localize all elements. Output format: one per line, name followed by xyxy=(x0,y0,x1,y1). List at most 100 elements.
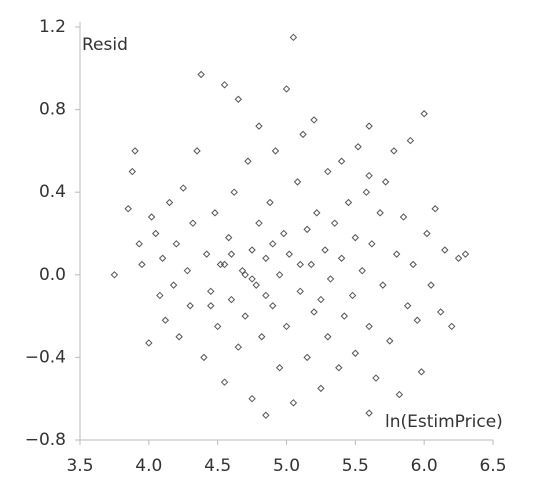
y-tick-label: −0.8 xyxy=(25,430,66,450)
point xyxy=(335,364,343,372)
point xyxy=(213,322,222,331)
point xyxy=(441,246,449,254)
point xyxy=(234,343,243,351)
point xyxy=(110,271,119,279)
point xyxy=(248,394,256,403)
x-tick-label: 5.0 xyxy=(273,456,300,476)
point xyxy=(365,322,373,331)
point xyxy=(211,209,219,217)
point xyxy=(293,178,302,186)
point xyxy=(337,254,346,262)
point xyxy=(386,337,394,345)
point xyxy=(224,233,233,242)
point xyxy=(420,110,428,118)
point xyxy=(381,178,390,186)
point xyxy=(324,333,332,341)
x-tick-label: 4.0 xyxy=(135,456,162,476)
point xyxy=(454,254,463,262)
point xyxy=(376,209,384,217)
point xyxy=(399,213,408,221)
point xyxy=(406,136,415,145)
point xyxy=(255,219,263,227)
point xyxy=(193,147,201,155)
point xyxy=(403,302,412,310)
y-tick-label: 1.2 xyxy=(39,17,66,37)
x-tick-label: 6.0 xyxy=(411,456,438,476)
point xyxy=(227,250,236,258)
point xyxy=(172,240,181,248)
point xyxy=(285,250,293,258)
point xyxy=(390,147,398,155)
point xyxy=(186,302,194,310)
point xyxy=(262,411,270,419)
point xyxy=(241,271,249,279)
point xyxy=(238,266,247,275)
point xyxy=(348,291,357,300)
point xyxy=(269,302,277,310)
y-tick-label: 0.0 xyxy=(39,265,66,285)
point xyxy=(395,390,404,399)
point xyxy=(244,157,252,165)
point xyxy=(289,33,298,42)
y-tick-label: 0.8 xyxy=(39,100,66,120)
point xyxy=(280,229,288,238)
point xyxy=(271,147,280,155)
point xyxy=(169,281,178,289)
x-tick-label: 4.5 xyxy=(204,456,231,476)
point xyxy=(255,122,263,130)
point xyxy=(337,157,346,165)
point xyxy=(365,171,373,180)
point xyxy=(372,374,380,382)
point xyxy=(175,333,183,341)
point xyxy=(248,246,256,254)
point xyxy=(447,322,456,331)
point xyxy=(303,353,311,362)
point xyxy=(307,260,315,269)
point xyxy=(207,302,215,310)
point xyxy=(220,81,229,89)
point xyxy=(340,312,349,320)
point xyxy=(358,266,366,275)
point xyxy=(241,312,249,320)
point xyxy=(275,364,284,372)
point xyxy=(179,184,187,192)
point xyxy=(326,275,335,283)
point xyxy=(156,291,164,300)
point xyxy=(128,167,137,176)
point xyxy=(147,213,156,221)
point xyxy=(296,260,304,269)
point xyxy=(368,240,376,248)
point xyxy=(207,287,215,296)
point xyxy=(461,250,470,258)
point xyxy=(362,188,371,196)
point xyxy=(197,70,205,79)
point xyxy=(266,198,274,207)
point xyxy=(258,333,266,341)
point xyxy=(317,295,325,304)
x-axis-label: ln(EstimPrice) xyxy=(385,412,503,432)
point xyxy=(317,384,325,393)
point xyxy=(145,339,153,347)
point xyxy=(299,130,307,139)
y-tick-label: 0.4 xyxy=(39,182,66,202)
point xyxy=(409,260,417,269)
point xyxy=(296,287,304,296)
point xyxy=(423,229,431,238)
point xyxy=(313,209,321,217)
point xyxy=(324,167,332,176)
x-tick-label: 6.5 xyxy=(479,456,506,476)
point xyxy=(413,316,421,324)
point xyxy=(216,260,225,269)
point xyxy=(183,266,192,275)
y-axis-label: Resid xyxy=(82,35,128,55)
point xyxy=(158,254,167,262)
point xyxy=(354,143,362,151)
point xyxy=(321,246,329,254)
point xyxy=(427,281,435,289)
point xyxy=(262,291,270,300)
point xyxy=(289,399,298,407)
point xyxy=(330,219,339,227)
point xyxy=(351,233,360,242)
point xyxy=(282,322,291,331)
